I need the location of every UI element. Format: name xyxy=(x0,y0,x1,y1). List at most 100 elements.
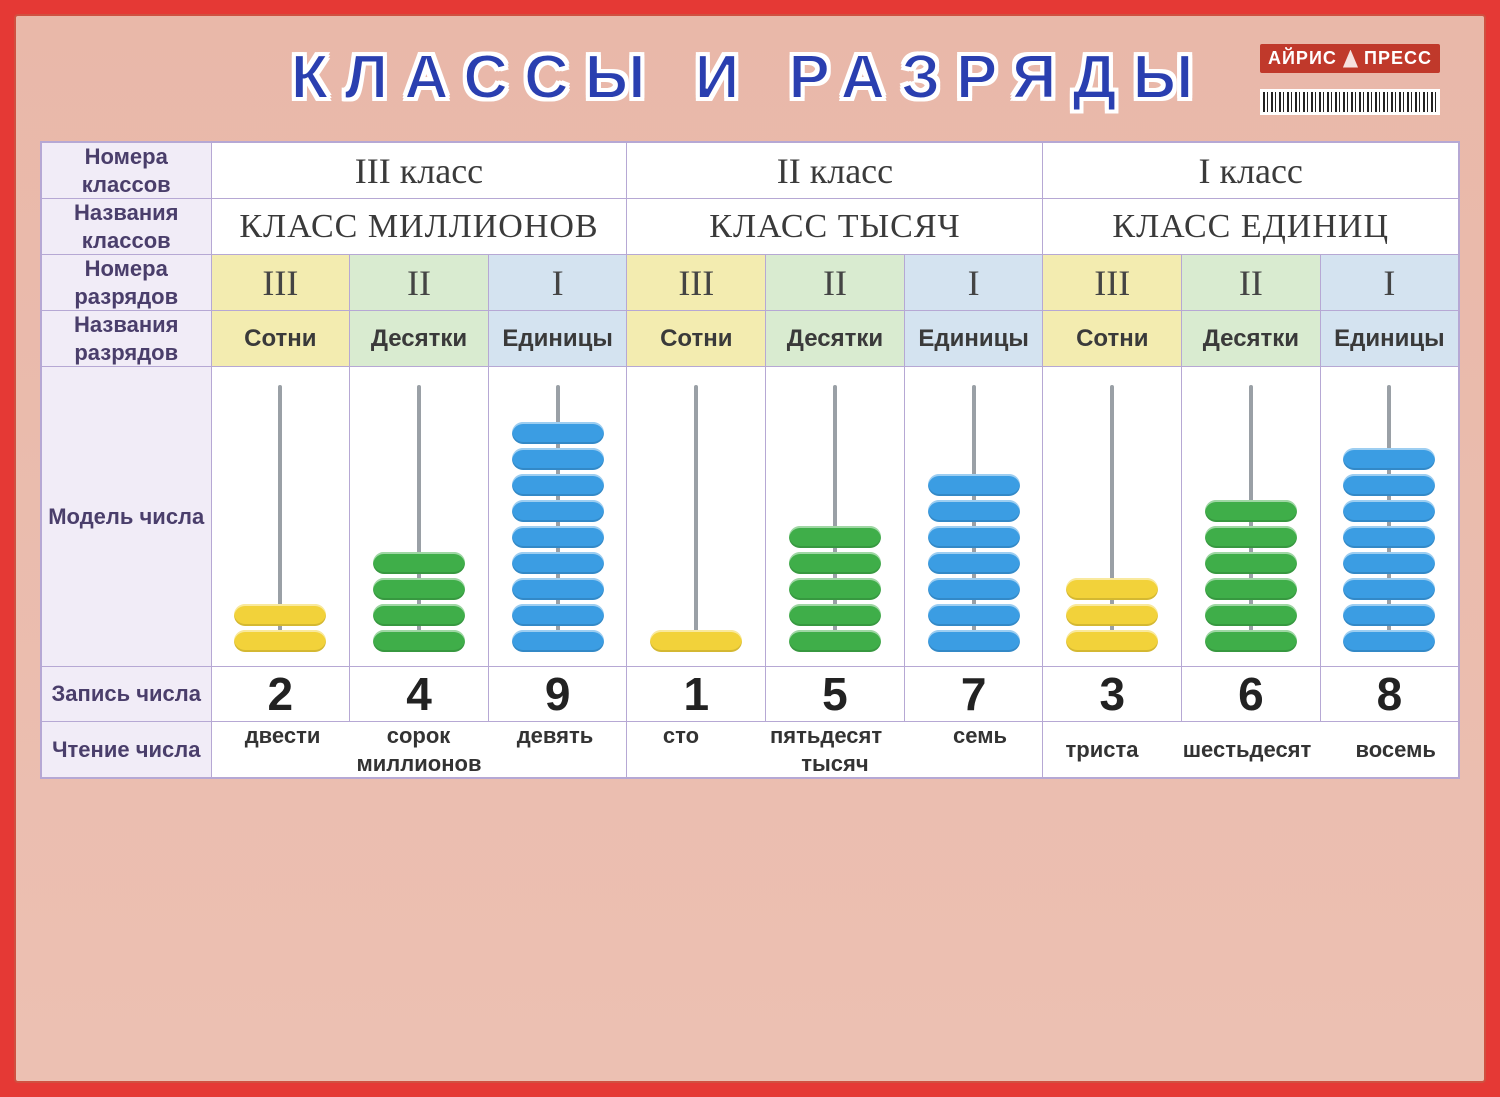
bead xyxy=(1066,604,1158,626)
rank-num-7: II xyxy=(1182,255,1321,311)
barcode-icon xyxy=(1260,89,1440,115)
label-class-numbers: Номера классов xyxy=(41,142,211,199)
label-digits: Запись числа xyxy=(41,667,211,722)
bead xyxy=(234,630,326,652)
bead xyxy=(1066,578,1158,600)
bead xyxy=(1205,526,1297,548)
bead xyxy=(789,552,881,574)
bead xyxy=(1343,578,1435,600)
bead xyxy=(512,552,604,574)
bead xyxy=(373,630,465,652)
bead xyxy=(928,500,1020,522)
publisher-logo-icon xyxy=(1343,50,1358,68)
bead xyxy=(512,526,604,548)
model-cell-0 xyxy=(211,367,350,667)
poster: АЙРИС ПРЕСС КЛАССЫ И РАЗРЯДЫ Номера клас… xyxy=(14,14,1486,1083)
reading-0-w0: двести xyxy=(245,722,321,750)
bead xyxy=(789,526,881,548)
digit-2: 9 xyxy=(488,667,627,722)
rank-num-6: III xyxy=(1043,255,1182,311)
bead xyxy=(373,552,465,574)
model-cell-1 xyxy=(350,367,489,667)
model-cell-8 xyxy=(1320,367,1459,667)
digit-7: 6 xyxy=(1182,667,1321,722)
row-model: Модель числа xyxy=(41,367,1459,667)
rod-4 xyxy=(766,367,904,666)
rod-6 xyxy=(1043,367,1181,666)
bead xyxy=(789,578,881,600)
label-class-names: Названия классов xyxy=(41,199,211,255)
reading-0-w2: девять xyxy=(517,722,594,750)
label-model: Модель числа xyxy=(41,367,211,667)
class-name-0: КЛАСС МИЛЛИОНОВ xyxy=(211,199,627,255)
publisher-brand: АЙРИС ПРЕСС xyxy=(1260,44,1440,73)
rank-num-3: III xyxy=(627,255,766,311)
label-rank-names: Названия разрядов xyxy=(41,311,211,367)
bead xyxy=(512,448,604,470)
bead xyxy=(1066,630,1158,652)
digit-0: 2 xyxy=(211,667,350,722)
digit-8: 8 xyxy=(1320,667,1459,722)
bead xyxy=(928,604,1020,626)
label-rank-numbers: Номера разрядов xyxy=(41,255,211,311)
rod-5 xyxy=(905,367,1043,666)
bead xyxy=(512,630,604,652)
rank-name-4: Десятки xyxy=(766,311,905,367)
bead xyxy=(1343,474,1435,496)
class-number-2: I класс xyxy=(1043,142,1459,199)
model-cell-3 xyxy=(627,367,766,667)
digit-1: 4 xyxy=(350,667,489,722)
bead xyxy=(789,630,881,652)
digit-3: 1 xyxy=(627,667,766,722)
class-name-1: КЛАСС ТЫСЯЧ xyxy=(627,199,1043,255)
bead xyxy=(512,474,604,496)
rank-name-5: Единицы xyxy=(904,311,1043,367)
reading-0-w1: сорок xyxy=(387,722,451,750)
bead xyxy=(234,604,326,626)
rank-name-7: Десятки xyxy=(1182,311,1321,367)
bead xyxy=(1343,526,1435,548)
bead xyxy=(1205,552,1297,574)
reading-2-w0: триста xyxy=(1066,736,1139,764)
rod-8 xyxy=(1321,367,1458,666)
bead xyxy=(928,552,1020,574)
row-class-names: Названия классов КЛАСС МИЛЛИОНОВ КЛАСС Т… xyxy=(41,199,1459,255)
model-cell-5 xyxy=(904,367,1043,667)
bead xyxy=(928,578,1020,600)
model-cell-7 xyxy=(1182,367,1321,667)
digit-6: 3 xyxy=(1043,667,1182,722)
class-number-0: III класс xyxy=(211,142,627,199)
bead xyxy=(1205,500,1297,522)
row-rank-names: Названия разрядов Сотни Десятки Единицы … xyxy=(41,311,1459,367)
class-number-1: II класс xyxy=(627,142,1043,199)
reading-0-unit: миллионов xyxy=(357,750,482,778)
rank-name-8: Единицы xyxy=(1320,311,1459,367)
rank-name-0: Сотни xyxy=(211,311,350,367)
bead xyxy=(1343,630,1435,652)
digit-4: 5 xyxy=(766,667,905,722)
rank-name-2: Единицы xyxy=(488,311,627,367)
rod-2 xyxy=(489,367,627,666)
bead xyxy=(1343,552,1435,574)
rank-num-5: I xyxy=(904,255,1043,311)
reading-1-w0: сто xyxy=(663,722,699,750)
reading-1-w2: семь xyxy=(953,722,1007,750)
rank-num-2: I xyxy=(488,255,627,311)
publisher-block: АЙРИС ПРЕСС xyxy=(1260,44,1440,115)
poster-title: КЛАССЫ И РАЗРЯДЫ xyxy=(40,42,1460,113)
label-reading: Чтение числа xyxy=(41,722,211,779)
model-cell-4 xyxy=(766,367,905,667)
bead xyxy=(1205,630,1297,652)
reading-1: сто пятьдесят семь тысяч xyxy=(627,722,1043,779)
bead xyxy=(789,604,881,626)
row-rank-numbers: Номера разрядов III II I III II I III II… xyxy=(41,255,1459,311)
bead xyxy=(1343,448,1435,470)
reading-0: двести сорок девять миллионов xyxy=(211,722,627,779)
bead xyxy=(928,630,1020,652)
bead xyxy=(512,500,604,522)
class-name-2: КЛАСС ЕДИНИЦ xyxy=(1043,199,1459,255)
rod-7 xyxy=(1182,367,1320,666)
bead xyxy=(373,604,465,626)
bead xyxy=(928,474,1020,496)
place-value-table: Номера классов III класс II класс I клас… xyxy=(40,141,1460,779)
